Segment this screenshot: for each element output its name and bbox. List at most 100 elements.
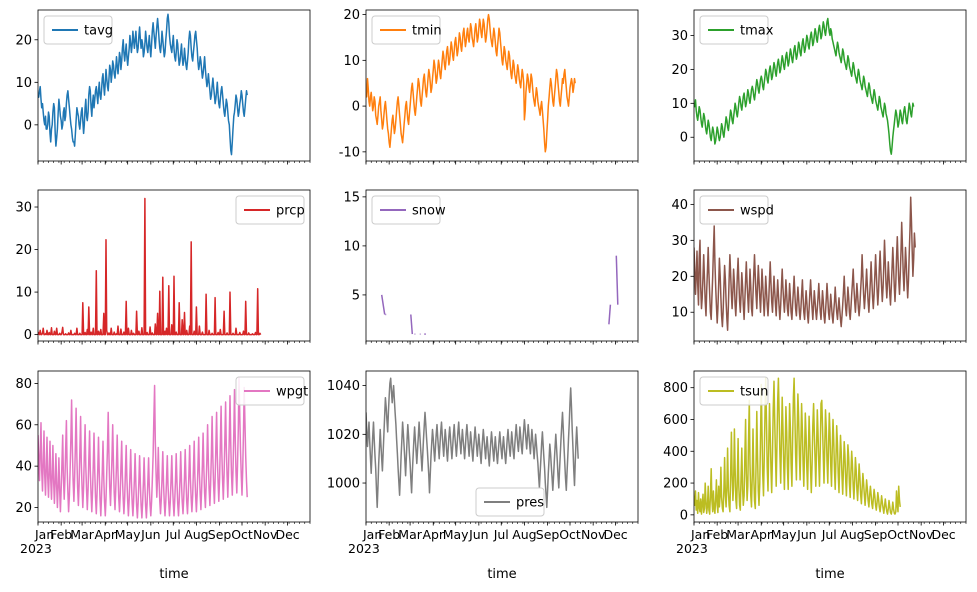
y-tick-label: 20 (15, 243, 32, 258)
x-tick-label: Feb (706, 527, 728, 542)
y-tick-label: 15 (343, 190, 360, 205)
series-line-tsun (694, 377, 901, 515)
legend: tsun (699, 376, 769, 406)
panel-wspd: 10 20 30 40 wspd (671, 189, 967, 345)
x-tick-label: Mar (726, 527, 750, 542)
legend: wpgt (235, 376, 308, 406)
x-axis-label: time (815, 567, 844, 582)
y-tick-label: 200 (663, 477, 688, 492)
x-tick-label: Nov (909, 527, 934, 542)
y-tick-label: 800 (663, 381, 688, 396)
legend-label: wspd (740, 204, 774, 219)
panel-tavg: 0 10 20 tavg (15, 9, 311, 165)
x-tick-label: Apr (94, 527, 116, 542)
x-axis-label: time (159, 567, 188, 582)
legend-label: tsun (740, 385, 768, 400)
x-tick-label: Jun (796, 527, 817, 542)
x-tick-label: Aug (512, 527, 536, 542)
x-tick-label: Feb (50, 527, 72, 542)
legend-label: prcp (276, 204, 305, 219)
legend: tmin (371, 15, 442, 45)
x-tick-label: Jun (140, 527, 161, 542)
x-tick-label: Jan (362, 527, 382, 542)
x-year-label: 2023 (348, 541, 380, 556)
series-line-wspd (694, 196, 916, 331)
legend: tavg (43, 15, 113, 45)
y-tick-label: 1040 (327, 379, 360, 394)
legend-label: snow (412, 204, 446, 219)
x-tick-label: Jan (690, 527, 710, 542)
y-tick-label: 0 (24, 118, 32, 133)
x-tick-label: Dec (275, 527, 299, 542)
legend: prcp (235, 195, 305, 225)
x-tick-label: Sep (208, 527, 232, 542)
y-tick-label: 10 (343, 54, 360, 69)
y-tick-label: 1000 (327, 477, 360, 492)
y-tick-label: 20 (15, 33, 32, 48)
x-tick-label: Jan (34, 527, 54, 542)
y-tick-label: 30 (671, 29, 688, 44)
legend: tmax (699, 15, 774, 45)
series-segment (608, 304, 612, 325)
panel-tmin: -10 0 10 20 tmin (339, 8, 639, 165)
x-tick-label: Apr (422, 527, 444, 542)
y-tick-label: 30 (671, 234, 688, 249)
x-tick-label: Nov (253, 527, 278, 542)
x-tick-label: Mar (70, 527, 94, 542)
x-tick-label: Aug (184, 527, 208, 542)
legend-label: tavg (84, 24, 113, 39)
y-tick-label: 600 (663, 413, 688, 428)
x-tick-label: May (771, 527, 797, 542)
y-tick-label: 0 (24, 328, 32, 343)
panel-tmax: 0 10 20 30 tmax (671, 9, 967, 165)
y-tick-label: 10 (343, 239, 360, 254)
series-line-tavg (38, 13, 248, 156)
series-segment (380, 294, 386, 315)
y-tick-label: 60 (15, 418, 32, 433)
series-line-wpgt (38, 376, 248, 519)
legend: pres (475, 487, 545, 517)
legend-label: pres (516, 496, 544, 511)
y-tick-label: 20 (671, 63, 688, 78)
x-tick-label: May (443, 527, 469, 542)
x-tick-label: Aug (840, 527, 864, 542)
x-tick-label: Oct (559, 527, 581, 542)
series-segment (615, 255, 619, 305)
x-tick-label: Nov (581, 527, 606, 542)
legend-label: tmax (740, 24, 774, 39)
y-tick-label: 0 (680, 508, 688, 523)
x-tick-label: Jul (165, 527, 181, 542)
x-tick-label: Dec (603, 527, 627, 542)
x-tick-label: May (115, 527, 141, 542)
legend-label: tmin (412, 24, 442, 39)
series-segment (410, 314, 414, 335)
series-line-pres (366, 377, 579, 509)
y-tick-label: 80 (15, 377, 32, 392)
x-tick-label: Apr (750, 527, 772, 542)
panel-snow: 5 10 15 snow (343, 189, 639, 345)
y-tick-label: -10 (339, 145, 360, 160)
legend: wspd (699, 195, 774, 225)
x-tick-label: Feb (378, 527, 400, 542)
x-axis-label: time (487, 567, 516, 582)
x-year-label: 2023 (20, 541, 52, 556)
x-tick-label: Jul (493, 527, 509, 542)
x-tick-label: Sep (864, 527, 888, 542)
y-tick-label: 30 (15, 201, 32, 216)
x-tick-label: Jun (468, 527, 489, 542)
series-line-tmax (694, 17, 915, 155)
y-tick-label: 20 (671, 270, 688, 285)
x-year-label: 2023 (676, 541, 708, 556)
x-tick-label: Jul (821, 527, 837, 542)
y-tick-label: 10 (15, 286, 32, 301)
x-tick-label: Oct (231, 527, 253, 542)
y-tick-label: 0 (680, 131, 688, 146)
panel-prcp: 0 10 20 30 prcp (15, 189, 311, 345)
legend: snow (371, 195, 446, 225)
y-tick-label: 40 (671, 198, 688, 213)
y-tick-label: 20 (15, 501, 32, 516)
